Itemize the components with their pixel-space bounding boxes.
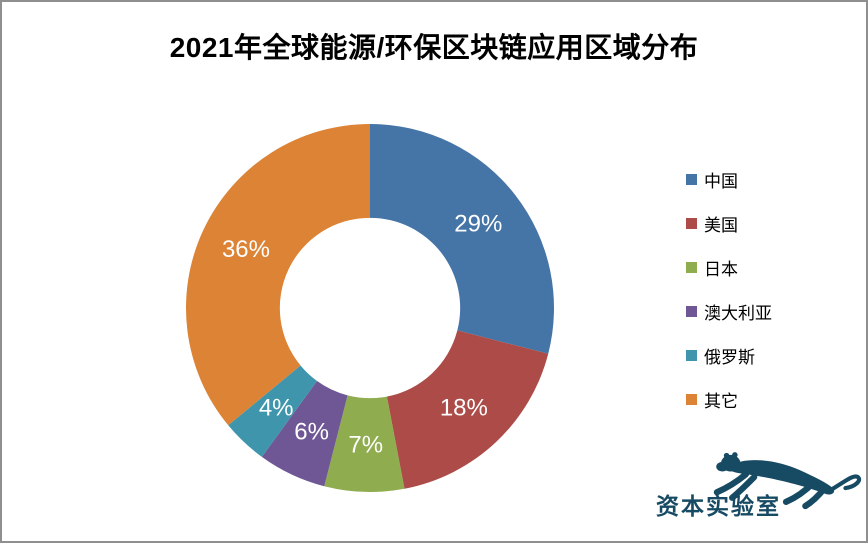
legend-swatch: [686, 173, 697, 185]
slice-label-日本: 7%: [348, 432, 383, 459]
slice-label-其它: 36%: [222, 236, 270, 263]
logo-text: 资本实验室: [656, 493, 781, 519]
legend-label: 中国: [704, 171, 738, 191]
legend-swatch: [686, 393, 697, 405]
legend-swatch: [686, 349, 697, 361]
legend-item-其它: 其它: [686, 377, 772, 421]
slice-label-美国: 18%: [440, 394, 488, 421]
leaping-leopard-icon: [713, 452, 862, 510]
legend: 中国美国日本澳大利亚俄罗斯其它: [686, 157, 772, 421]
slice-label-中国: 29%: [454, 210, 502, 237]
donut-chart: 29% 18% 7% 6%4% 36%: [185, 124, 554, 492]
donut-segment-美国: [386, 330, 549, 489]
donut-segment-澳大利亚: [261, 380, 348, 487]
legend-label: 澳大利亚: [704, 303, 772, 323]
legend-label: 俄罗斯: [704, 347, 755, 367]
donut-segment-俄罗斯: [228, 365, 318, 457]
legend-swatch: [686, 261, 697, 273]
legend-item-日本: 日本: [686, 245, 772, 289]
legend-swatch: [686, 217, 697, 229]
legend-label: 日本: [704, 259, 738, 279]
donut-segment-其它: [185, 124, 370, 426]
legend-label: 美国: [704, 215, 738, 235]
donut-segment-日本: [324, 395, 405, 492]
logo: 资本实验室: [654, 427, 862, 527]
chart-title: 2021年全球能源/环保区块链应用区域分布: [169, 32, 699, 63]
legend-item-俄罗斯: 俄罗斯: [686, 333, 772, 377]
legend-item-美国: 美国: [686, 201, 772, 245]
legend-swatch: [686, 305, 697, 317]
donut-segment-中国: [370, 124, 554, 354]
legend-item-澳大利亚: 澳大利亚: [686, 289, 772, 333]
slice-label-澳大利亚: 6%: [294, 419, 329, 446]
legend-item-中国: 中国: [686, 157, 772, 201]
legend-label: 其它: [704, 391, 738, 411]
slice-label-俄罗斯: 4%: [259, 394, 294, 421]
